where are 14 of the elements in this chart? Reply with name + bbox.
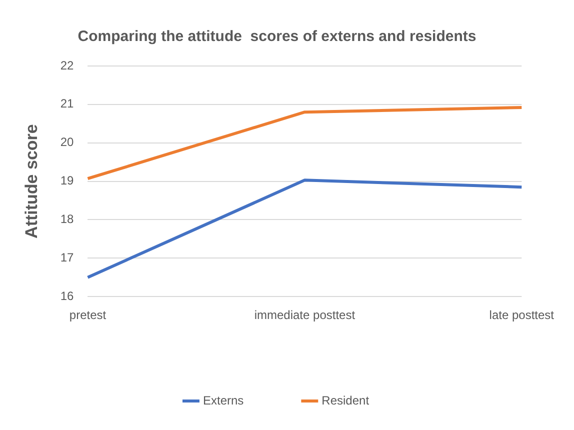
chart-title: Comparing the attitude scores of externs and residents [78, 28, 476, 46]
y-tick-label: 21 [60, 96, 74, 111]
y-tick-label: 20 [60, 135, 74, 150]
y-tick-label: 19 [60, 174, 74, 188]
y-axis-title: Attitude score [22, 124, 41, 238]
x-tick-label: immediate posttest [254, 308, 356, 322]
y-tick-label: 16 [60, 288, 74, 303]
y-tick-label: 22 [60, 58, 74, 72]
legend-label: Externs [202, 393, 244, 408]
x-tick-label: pretest [69, 308, 107, 322]
x-tick-label: late posttest [489, 308, 555, 322]
legend-label: Resident [322, 393, 370, 408]
y-tick-label: 17 [60, 250, 74, 264]
y-tick-label: 18 [60, 212, 74, 226]
